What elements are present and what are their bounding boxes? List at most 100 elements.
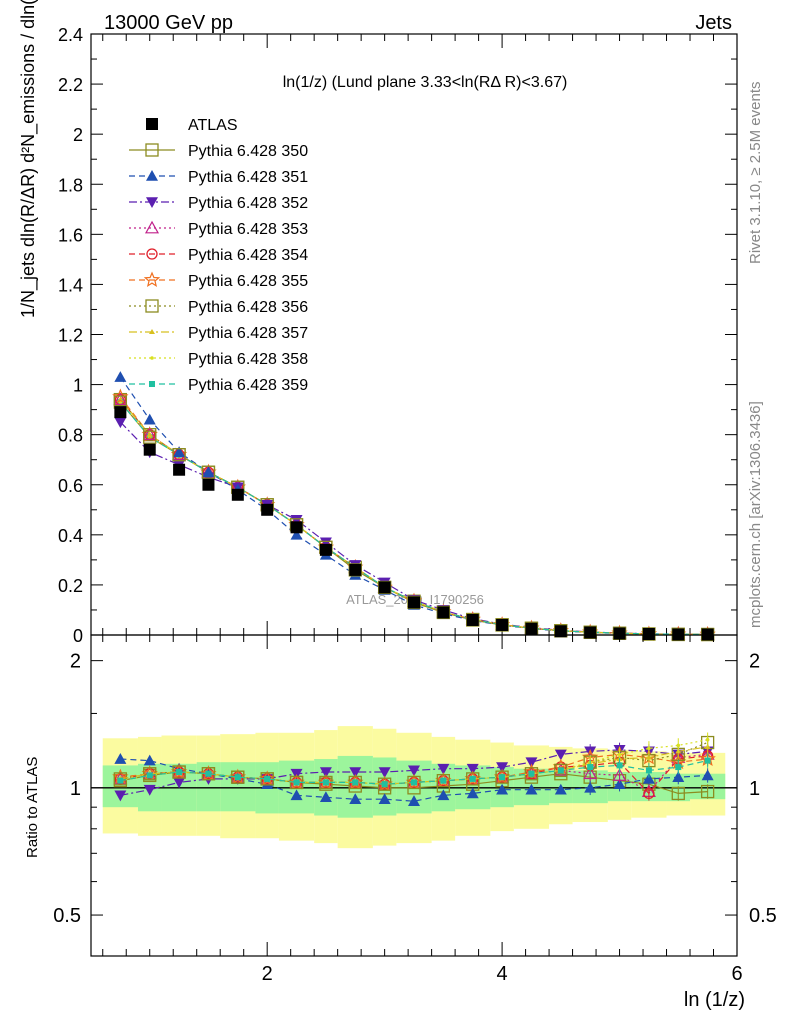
data-point (261, 503, 274, 516)
header-process-label: Jets (695, 12, 732, 34)
data-point (376, 775, 393, 792)
main-y-tick-label: 1.2 (58, 326, 83, 346)
x-tick-label: 2 (262, 963, 273, 985)
data-point (496, 783, 509, 795)
data-point (205, 770, 212, 777)
ratio-series-line (120, 753, 708, 793)
main-y-tick-label: 2.2 (58, 75, 83, 95)
svg-text:1/N_jets dln(R/ΔR) d²N_emissio: 1/N_jets dln(R/ΔR) d²N_emissions / dln(1… (18, 0, 39, 318)
data-point (616, 762, 623, 769)
data-point (349, 767, 362, 779)
data-point (405, 773, 423, 790)
data-point (437, 789, 450, 801)
data-point (319, 543, 332, 556)
data-point (499, 774, 506, 781)
data-point (347, 773, 364, 790)
legend-entry: ATLAS (188, 117, 238, 134)
data-point (319, 767, 332, 779)
data-point (554, 749, 567, 761)
ratio-y-tick-label-right: 1 (749, 778, 760, 800)
main-y-tick-label: 0.6 (58, 476, 83, 496)
main-y-tick-label: 0.2 (58, 576, 83, 596)
data-point (173, 777, 186, 789)
data-point (143, 413, 156, 425)
ratio-y-tick-label: 1 (70, 778, 81, 800)
data-point (173, 463, 186, 476)
main-series-line (119, 401, 708, 636)
data-point (525, 757, 538, 769)
data-point (408, 795, 420, 806)
data-point (234, 774, 241, 781)
main-panel: 0 0.2 0.4 0.6 0.8 1 1.2 1.4 1.6 1.8 2 2.2 2.4 (58, 25, 738, 646)
data-point (144, 220, 160, 234)
legend-entry: Pythia 6.428 355 (188, 273, 308, 290)
main-y-axis-label: 1/N_jets dln(R/ΔR) d²N_emissions / dln(1… (18, 0, 39, 318)
data-point (466, 763, 479, 775)
data-point (114, 753, 127, 764)
main-y-tick-label: 0 (73, 626, 83, 646)
data-point (437, 606, 450, 619)
legend-entry: Pythia 6.428 356 (188, 299, 308, 316)
data-point (173, 446, 186, 457)
data-point (170, 763, 188, 779)
data-point (705, 737, 710, 742)
legend-entry: Pythia 6.428 351 (188, 169, 308, 186)
data-point (143, 754, 156, 766)
data-point (642, 627, 655, 640)
data-point (290, 789, 303, 801)
data-point (317, 773, 335, 790)
data-point (554, 625, 567, 638)
legend-entry: Pythia 6.428 357 (188, 325, 308, 342)
data-point (612, 768, 627, 781)
data-point (524, 767, 539, 781)
data-point (113, 772, 128, 786)
plot-title: ln(1/z) (Lund plane 3.33<ln(RΔ R)<3.67) (283, 74, 568, 91)
data-point (495, 770, 509, 784)
data-point (202, 478, 215, 491)
data-point (113, 392, 128, 406)
data-point (290, 521, 303, 534)
data-point (319, 791, 332, 803)
data-point (176, 769, 183, 776)
data-point (290, 528, 303, 540)
data-point (114, 406, 127, 419)
main-y-tick-label: 0.8 (58, 426, 83, 446)
main-y-tick-label: 0.4 (58, 526, 83, 546)
data-point (701, 769, 714, 781)
data-point (378, 793, 391, 805)
data-point (114, 790, 127, 802)
data-point (671, 786, 685, 801)
data-point (349, 563, 362, 576)
data-point (584, 781, 597, 793)
data-point (114, 371, 127, 382)
data-point (584, 626, 597, 639)
data-point (587, 764, 594, 771)
main-y-tick-label: 2.4 (58, 25, 83, 45)
ratio-y-tick-label-right: 2 (749, 651, 760, 673)
main-y-tick-label: 1.8 (58, 175, 83, 195)
data-point (319, 537, 332, 549)
main-y-tick-label: 1 (73, 376, 83, 396)
data-point (676, 743, 681, 748)
data-point (290, 515, 303, 526)
data-point (201, 465, 216, 479)
data-point (293, 779, 300, 786)
data-point (466, 613, 479, 626)
x-axis-label: ln (1/z) (684, 989, 745, 1011)
data-point (146, 772, 153, 779)
legend-entry: Pythia 6.428 359 (188, 377, 308, 394)
data-point (143, 271, 161, 287)
x-tick-label: 6 (731, 963, 742, 985)
data-point (704, 757, 711, 764)
data-point (464, 770, 481, 786)
data-point (146, 118, 158, 130)
data-point (643, 787, 655, 800)
data-point (408, 765, 420, 777)
main-y-tick-label: 1.4 (58, 275, 83, 295)
data-point (150, 356, 154, 360)
data-point (525, 622, 538, 635)
ratio-y-axis-label: Ratio to ATLAS (24, 757, 41, 858)
mcplots-label: mcplots.cern.ch [arXiv:1306.3436] (747, 401, 764, 628)
data-point (145, 299, 159, 313)
